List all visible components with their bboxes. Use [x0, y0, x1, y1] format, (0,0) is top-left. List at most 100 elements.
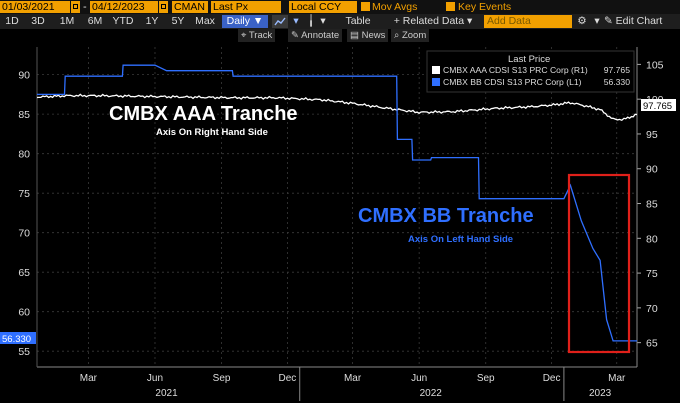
- annotate-button[interactable]: ✎ Annotate: [288, 29, 343, 42]
- annotate-label: Annotate: [301, 30, 340, 41]
- pencil-icon[interactable]: ✎: [604, 15, 613, 27]
- right-tick-label: 95: [646, 129, 658, 141]
- right-tick-label: 105: [646, 59, 664, 71]
- key-events-checkbox[interactable]: [446, 2, 455, 11]
- series-line-aaa: [36, 93, 638, 121]
- pen-icon: ✎: [291, 30, 299, 41]
- news-button[interactable]: ▤ News: [347, 29, 389, 42]
- x-tick-label: Sep: [213, 373, 231, 384]
- right-tick-label: 80: [646, 233, 658, 245]
- chevron-down-icon[interactable]: ▾: [293, 15, 299, 27]
- mov-avgs-checkbox[interactable]: [361, 2, 370, 11]
- toolbar-periods: 1D 3D 1M 6M YTD 1Y 5Y Max Daily ▼ ▾ ╽ ▾ …: [0, 14, 680, 29]
- left-tick-label: 80: [18, 149, 30, 161]
- period-1y[interactable]: 1Y: [145, 15, 159, 27]
- news-icon: ▤: [350, 30, 359, 41]
- x-year-label: 2023: [589, 388, 612, 399]
- right-tick-label: 85: [646, 199, 658, 211]
- frequency-label: Daily: [226, 15, 250, 27]
- plot-area: [37, 47, 637, 367]
- last-price-tag-right-text: 97.765: [643, 101, 672, 112]
- zoom-button[interactable]: ⌕ Zoom: [391, 29, 430, 42]
- x-tick-label: Jun: [147, 373, 163, 384]
- right-tick-label: 65: [646, 338, 658, 350]
- legend-label-aaa: CMBX AAA CDSI S13 PRC Corp (R1): [443, 65, 588, 75]
- x-tick-label: Jun: [411, 373, 427, 384]
- left-tick-label: 65: [18, 267, 30, 279]
- period-max[interactable]: Max: [195, 15, 215, 27]
- legend-label-bb: CMBX BB CDSI S13 PRC Corp (L1): [443, 77, 582, 87]
- x-tick-label: Sep: [477, 373, 495, 384]
- last-price-tag-left: 56.330: [0, 332, 36, 345]
- related-data-label: + Related Data: [393, 15, 465, 27]
- left-tick-label: 85: [18, 109, 30, 121]
- x-tick-label: Mar: [608, 373, 626, 384]
- zoom-label: Zoom: [401, 30, 427, 41]
- period-1d[interactable]: 1D: [5, 15, 19, 27]
- last-price-tag-right: 97.765: [641, 99, 676, 112]
- x-axis: Mar Jun Sep Dec Mar Jun Sep Dec Mar 2021 2022 2023: [37, 366, 637, 401]
- table-button[interactable]: Table: [345, 15, 371, 27]
- last-price-tag-left-text: 56.330: [2, 334, 31, 345]
- calendar-icon[interactable]: [71, 1, 80, 13]
- period-6m[interactable]: 6M: [87, 15, 103, 27]
- candle-icon[interactable]: ╽: [307, 15, 315, 27]
- legend-swatch-aaa: [432, 66, 440, 74]
- toolbar-tools: ⌖ Track ✎ Annotate ▤ News ⌕ Zoom: [0, 29, 680, 42]
- toolbar-top: 01/03/2021 - 04/12/2023 CMAN Last Px Loc…: [0, 0, 680, 14]
- x-tick-label: Dec: [279, 373, 297, 384]
- x-year-label: 2021: [155, 388, 178, 399]
- mov-avgs-label: Mov Avgs: [372, 1, 418, 13]
- key-events-label: Key Events: [458, 1, 512, 13]
- price-field[interactable]: Last Px: [211, 1, 281, 13]
- line-chart-icon[interactable]: [272, 15, 288, 28]
- bb-annotation-title: CMBX BB Tranche: [358, 205, 534, 227]
- add-data-input[interactable]: Add Data: [484, 15, 572, 28]
- series-lines: [36, 64, 638, 342]
- currency-field[interactable]: Local CCY: [289, 1, 357, 13]
- track-label: Track: [248, 30, 273, 41]
- legend-value-aaa: 97.765: [604, 65, 631, 75]
- chevron-down-icon[interactable]: ▾: [594, 15, 600, 27]
- calendar-icon[interactable]: [159, 1, 168, 13]
- x-year-label: 2022: [420, 388, 443, 399]
- bb-annotation-subtitle: Axis On Left Hand Side: [408, 234, 513, 245]
- left-axis: 55 60 65 70 75 80 85 90: [18, 47, 38, 367]
- period-5y[interactable]: 5Y: [171, 15, 185, 27]
- period-1m[interactable]: 1M: [59, 15, 75, 27]
- related-data-button[interactable]: + Related Data ▾: [388, 15, 478, 28]
- left-tick-label: 70: [18, 228, 30, 240]
- period-ytd[interactable]: YTD: [112, 15, 134, 27]
- news-label: News: [361, 30, 386, 41]
- aaa-annotation-subtitle: Axis On Right Hand Side: [156, 127, 268, 138]
- legend: Last Price CMBX AAA CDSI S13 PRC Corp (R…: [426, 50, 635, 93]
- left-tick-label: 60: [18, 307, 30, 319]
- last-price-tag-left-bg: [0, 332, 36, 344]
- start-date-field[interactable]: 01/03/2021: [0, 1, 70, 13]
- chevron-down-icon: ▼: [252, 15, 264, 27]
- period-3d[interactable]: 3D: [31, 15, 45, 27]
- left-tick-label: 55: [18, 346, 30, 358]
- gear-icon[interactable]: ⚙: [577, 15, 587, 27]
- x-tick-label: Mar: [344, 373, 362, 384]
- right-tick-label: 70: [646, 303, 658, 315]
- track-button[interactable]: ⌖ Track: [238, 29, 276, 42]
- highlight-box: [567, 173, 631, 354]
- right-axis: 65707580859095100105: [636, 47, 664, 367]
- right-tick-label: 75: [646, 268, 658, 280]
- zoom-icon: ⌕: [394, 30, 400, 41]
- series-line-bb: [37, 64, 637, 342]
- cman-field[interactable]: CMAN: [172, 1, 208, 13]
- frequency-dropdown[interactable]: Daily ▼: [222, 15, 268, 28]
- left-tick-label: 90: [18, 70, 30, 82]
- aaa-annotation-title: CMBX AAA Tranche: [109, 103, 298, 125]
- legend-swatch-bb: [432, 78, 440, 86]
- end-date-field[interactable]: 04/12/2023: [90, 1, 158, 13]
- x-tick-label: Mar: [80, 373, 98, 384]
- date-separator: -: [83, 1, 87, 13]
- left-tick-label: 75: [18, 188, 30, 200]
- edit-chart-button[interactable]: Edit Chart: [615, 15, 663, 27]
- chevron-down-icon[interactable]: ▾: [320, 15, 326, 27]
- legend-box: [426, 50, 635, 93]
